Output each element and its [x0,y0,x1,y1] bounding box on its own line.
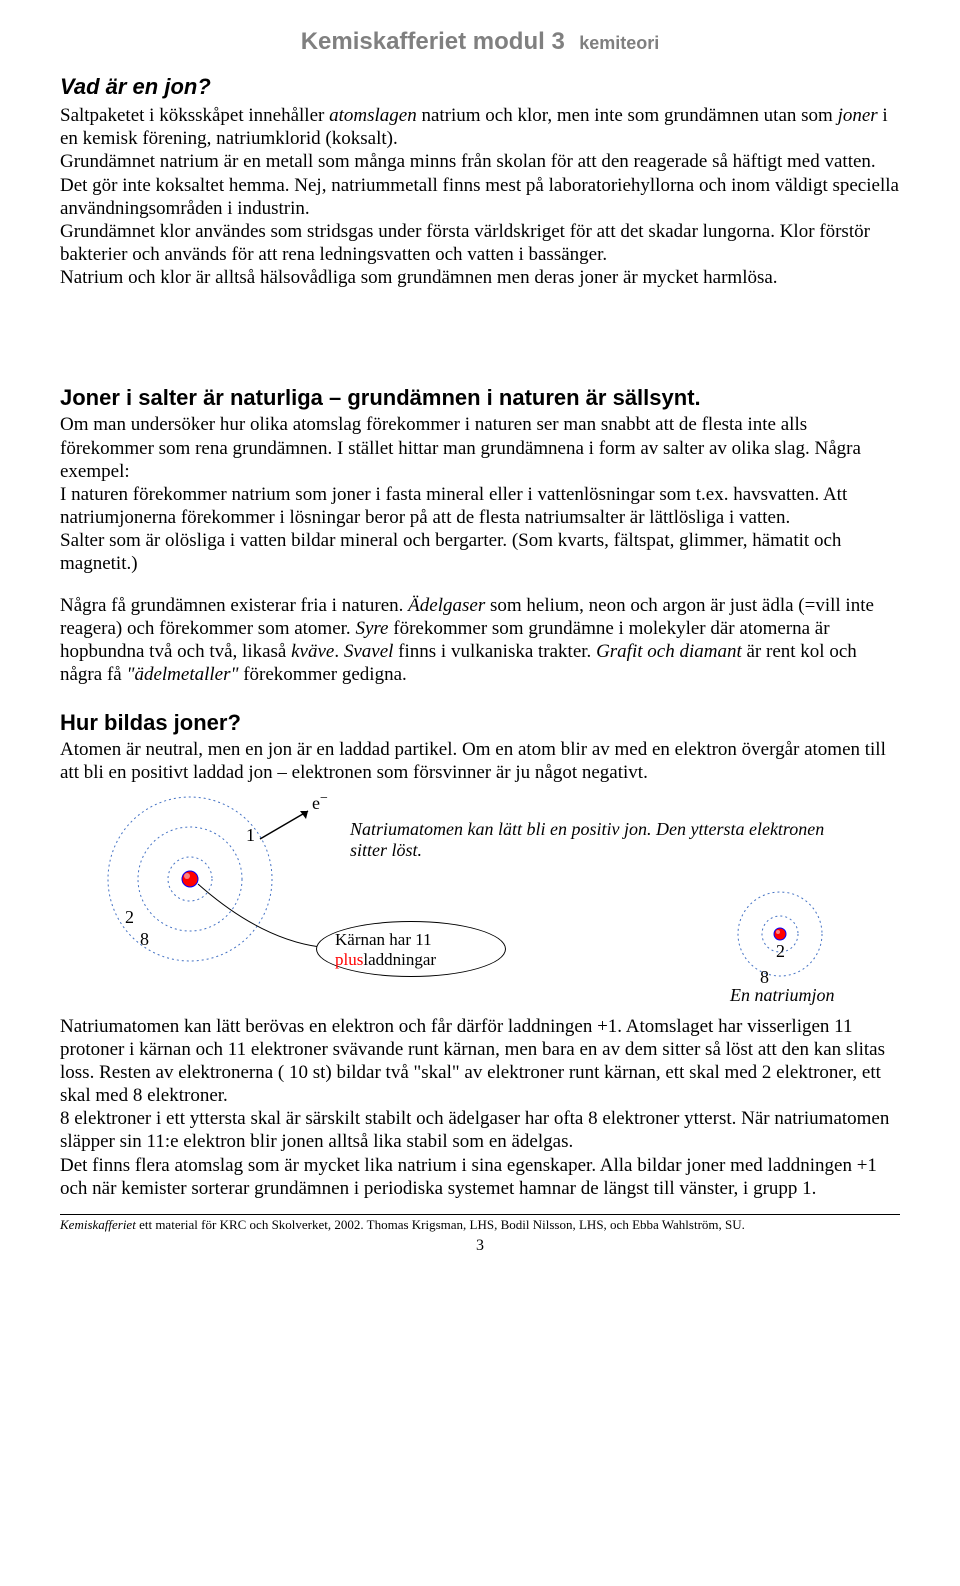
section1-para2: Grundämnet natrium är en metall som mång… [60,150,900,220]
header-main: Kemiskafferiet modul 3 [301,28,565,55]
s1p1d: joner [838,105,878,126]
section3-para2: Natriumatomen kan lätt berövas en elektr… [60,1015,900,1108]
s2p4f: kväve [291,641,334,662]
section3-title: Hur bildas joner? [60,710,900,736]
page-number: 3 [60,1237,900,1255]
s2p4h: Svavel [344,641,394,662]
section2-para2: I naturen förekommer natrium som joner i… [60,483,900,529]
s2p4j: Grafit och diamant [596,641,742,662]
section2-title: Joner i salter är naturliga – grundämnen… [60,385,900,411]
section3-para1: Atomen är neutral, men en jon är en ladd… [60,738,900,784]
s2p4b: Ädelgaser [408,595,485,616]
page-header: Kemiskafferiet modul 3 kemiteori [60,28,900,56]
s2p4m: förekommer gedigna. [238,664,406,685]
s2p4d: Syre [355,618,388,639]
ion-caption: En natriumjon [730,985,835,1007]
section2-para3: Salter som är olösliga i vatten bildar m… [60,529,900,575]
header-sub: kemiteori [579,33,659,53]
atom-label-inner: 1 [246,825,255,846]
footer-rest: ett material för KRC och Skolverket, 200… [136,1217,745,1232]
footer-divider [60,1214,900,1215]
ion-label-inner: 2 [776,941,785,962]
section1-para1: Saltpaketet i köksskåpet innehåller atom… [60,104,900,150]
section1-para4: Natrium och klor är alltså hälsovådliga … [60,266,900,289]
s1p1c: natrium och klor, men inte som grundämne… [417,105,838,126]
bubble-plus: plus [335,950,363,969]
section2-para1: Om man undersöker hur olika atomslag för… [60,413,900,483]
atom-caption: Natriumatomen kan lätt bli en positiv jo… [350,819,860,862]
nucleus-bubble: Kärnan har 11 plusladdningar [316,921,506,977]
section1-para3: Grundämnet klor användes som stridsgas u… [60,220,900,266]
s2p4l: "ädelmetaller" [126,664,238,685]
atom-label-mid: 2 [125,907,134,928]
bubble-rest: laddningar [363,950,436,969]
atom-label-outer: 8 [140,929,149,950]
section1-title: Vad är en jon? [60,74,900,100]
s2p4a: Några få grundämnen existerar fria i nat… [60,595,408,616]
section3-para4: Det finns flera atomslag som är mycket l… [60,1154,900,1200]
s1p1a: Saltpaketet i köksskåpet innehåller [60,105,329,126]
s1p1b: atomslagen [329,105,417,126]
s2p4i: finns i vulkaniska trakter. [393,641,596,662]
s2p4g: . [334,641,344,662]
electron-leaving-label: e− [312,791,328,814]
footer-italic: Kemiskafferiet [60,1217,136,1232]
section2-para4: Några få grundämnen existerar fria i nat… [60,594,900,687]
section3-para3: 8 elektroner i ett yttersta skal är särs… [60,1107,900,1153]
footer-text: Kemiskafferiet ett material för KRC och … [60,1217,900,1233]
bubble-line1: Kärnan har 11 [335,930,432,949]
atom-diagram: 1 2 8 e− Natriumatomen kan lätt bli en p… [60,789,900,1009]
